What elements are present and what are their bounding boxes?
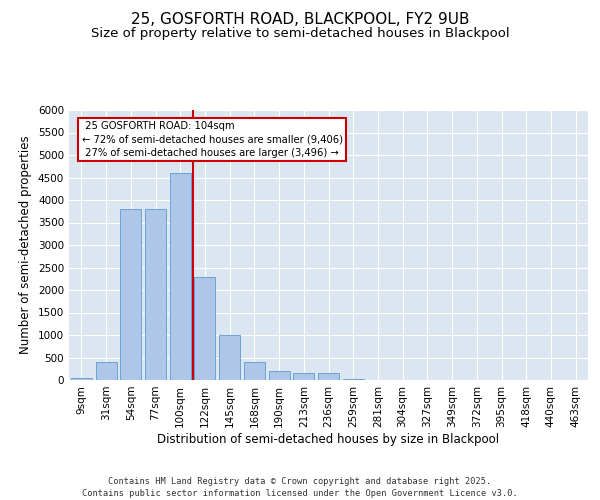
- Bar: [244, 362, 265, 380]
- Bar: [219, 335, 240, 380]
- Text: Size of property relative to semi-detached houses in Blackpool: Size of property relative to semi-detach…: [91, 28, 509, 40]
- Bar: [318, 373, 339, 380]
- Bar: [145, 209, 166, 380]
- Bar: [95, 362, 116, 380]
- Text: 25 GOSFORTH ROAD: 104sqm
← 72% of semi-detached houses are smaller (9,406)
 27% : 25 GOSFORTH ROAD: 104sqm ← 72% of semi-d…: [82, 121, 343, 158]
- Y-axis label: Number of semi-detached properties: Number of semi-detached properties: [19, 136, 32, 354]
- Bar: [194, 276, 215, 380]
- Bar: [71, 378, 92, 380]
- Bar: [120, 209, 141, 380]
- Bar: [269, 371, 290, 380]
- Bar: [343, 379, 364, 380]
- Bar: [170, 173, 191, 380]
- Text: Contains HM Land Registry data © Crown copyright and database right 2025.
Contai: Contains HM Land Registry data © Crown c…: [82, 476, 518, 498]
- Text: 25, GOSFORTH ROAD, BLACKPOOL, FY2 9UB: 25, GOSFORTH ROAD, BLACKPOOL, FY2 9UB: [131, 12, 469, 28]
- Bar: [293, 373, 314, 380]
- X-axis label: Distribution of semi-detached houses by size in Blackpool: Distribution of semi-detached houses by …: [157, 432, 500, 446]
